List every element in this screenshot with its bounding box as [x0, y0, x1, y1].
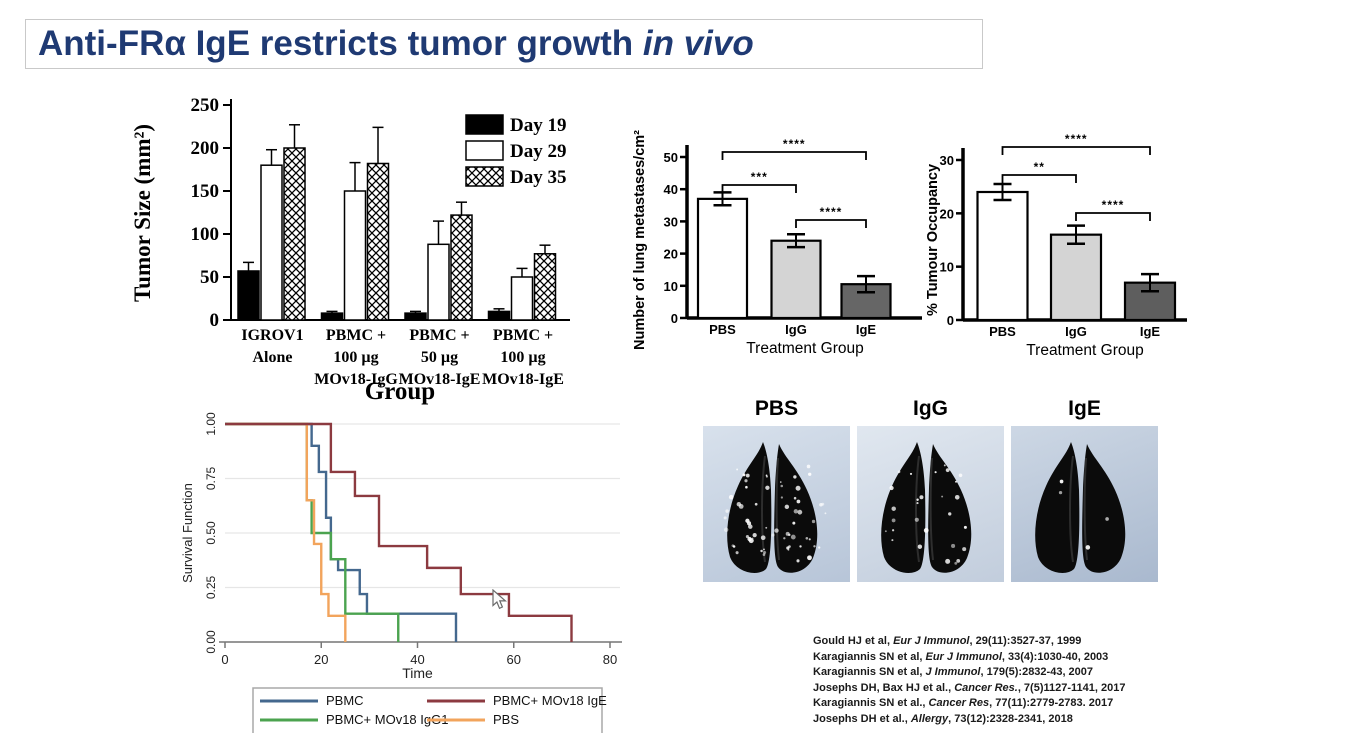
svg-text:****: ****	[1065, 132, 1088, 146]
svg-text:Treatment Group: Treatment Group	[1026, 342, 1143, 359]
svg-text:PBS: PBS	[493, 712, 519, 727]
svg-text:30: 30	[664, 214, 678, 229]
svg-text:50: 50	[200, 267, 219, 288]
svg-text:IGROV1: IGROV1	[241, 327, 303, 344]
svg-text:Tumor Size (mm²): Tumor Size (mm²)	[130, 124, 155, 302]
svg-text:MOv18-IgG: MOv18-IgG	[314, 371, 398, 388]
svg-text:0.75: 0.75	[204, 466, 218, 490]
svg-text:100 µg: 100 µg	[500, 349, 545, 366]
lung-photo-image	[857, 426, 1004, 582]
svg-text:0: 0	[210, 310, 220, 331]
slide-title: Anti-FRα IgE restricts tumor growth in v…	[38, 24, 754, 64]
svg-text:250: 250	[191, 95, 220, 116]
svg-text:IgG: IgG	[1065, 324, 1087, 339]
svg-text:20: 20	[664, 247, 678, 262]
svg-text:150: 150	[191, 181, 220, 202]
svg-text:Treatment Group: Treatment Group	[746, 340, 863, 357]
svg-text:PBMC+ MOv18 IgE: PBMC+ MOv18 IgE	[493, 693, 607, 708]
svg-text:PBS: PBS	[989, 324, 1016, 339]
slide-title-main: Anti-FRα IgE restricts tumor growth	[38, 24, 643, 63]
svg-text:MOv18-IgE: MOv18-IgE	[399, 371, 481, 388]
lung-photo-image	[703, 426, 850, 582]
svg-text:0.00: 0.00	[204, 630, 218, 654]
svg-text:10: 10	[664, 279, 678, 294]
lung-photo-pbs: PBS	[703, 397, 850, 582]
svg-text:Alone: Alone	[253, 349, 293, 366]
svg-text:60: 60	[507, 652, 521, 667]
svg-text:PBMC +: PBMC +	[326, 327, 386, 344]
svg-text:IgE: IgE	[856, 322, 877, 337]
svg-text:IgG: IgG	[785, 322, 807, 337]
lung-photo-image	[1011, 426, 1158, 582]
svg-text:0: 0	[947, 313, 954, 328]
svg-text:PBS: PBS	[709, 322, 736, 337]
svg-text:40: 40	[410, 652, 424, 667]
svg-text:40: 40	[664, 182, 678, 197]
svg-text:50: 50	[664, 150, 678, 165]
svg-text:Survival Function: Survival Function	[180, 483, 195, 583]
svg-text:IgE: IgE	[1140, 324, 1161, 339]
svg-text:Day 19: Day 19	[510, 115, 566, 136]
tumor-size-chart: 0 50 100 150 200 250 Tumor Size (mm²) IGROV1 Alo…	[128, 93, 618, 408]
slide-title-box: Anti-FRα IgE restricts tumor growth in v…	[25, 19, 983, 69]
lung-photos-panel: PBS IgG IgE	[703, 397, 1158, 582]
svg-text:PBMC: PBMC	[326, 693, 364, 708]
references-list: Gould HJ et al, Eur J Immunol, 29(11):35…	[813, 634, 1293, 727]
lung-metastases-chart: 0 10 20 30 40 50 Number of lung metastases/cm²…	[630, 100, 960, 370]
lung-photo-label: IgE	[1068, 397, 1101, 420]
reference-item: Karagiannis SN et al, J Immunol, 179(5):…	[813, 666, 1094, 678]
lung-photo-igg: IgG	[857, 397, 1004, 582]
svg-text:1.00: 1.00	[204, 412, 218, 436]
svg-text:0.50: 0.50	[204, 521, 218, 545]
reference-item: Josephs DH, Bax HJ et al., Cancer Res., …	[813, 681, 1126, 694]
reference-item: Karagiannis SN et al, Eur J Immunol, 33(…	[813, 650, 1109, 663]
svg-text:****: ****	[1102, 198, 1125, 212]
svg-text:10: 10	[940, 260, 954, 275]
svg-text:Group: Group	[365, 378, 435, 405]
survival-chart: 0.00 0.25 0.50 0.75 1.00 0 20 40 60 80 Time Surviva…	[165, 400, 635, 733]
svg-text:****: ****	[783, 137, 806, 151]
svg-text:200: 200	[191, 138, 220, 159]
svg-text:Number of lung metastases/cm²: Number of lung metastases/cm²	[632, 130, 648, 350]
svg-text:80: 80	[603, 652, 617, 667]
reference-item: Josephs DH et al., Allergy, 73(12):2328-…	[813, 712, 1073, 725]
svg-text:20: 20	[940, 206, 954, 221]
tumour-occupancy-chart: 0 10 20 30% Tumour Occupancy PBS IgG IgE **** **…	[925, 100, 1255, 370]
svg-text:Day 29: Day 29	[510, 141, 566, 162]
svg-text:100: 100	[191, 224, 220, 245]
reference-item: Karagiannis SN et al., Cancer Res, 77(11…	[813, 697, 1114, 709]
svg-text:% Tumour Occupancy: % Tumour Occupancy	[925, 164, 941, 316]
svg-text:PBMC +: PBMC +	[493, 327, 553, 344]
lung-photo-label: PBS	[754, 397, 799, 420]
svg-text:50 µg: 50 µg	[421, 349, 458, 366]
lung-photo-label: IgG	[913, 397, 948, 420]
svg-text:PBMC+ MOv18 IgG1: PBMC+ MOv18 IgG1	[326, 712, 448, 727]
reference-item: Gould HJ et al, Eur J Immunol, 29(11):35…	[813, 635, 1082, 647]
svg-text:****: ****	[820, 205, 843, 219]
slide-title-italic: in vivo	[642, 24, 754, 63]
svg-text:***: ***	[751, 170, 768, 184]
svg-text:PBMC +: PBMC +	[409, 327, 469, 344]
svg-text:Time: Time	[402, 665, 433, 681]
svg-text:30: 30	[940, 153, 954, 168]
svg-text:0: 0	[671, 311, 678, 326]
svg-text:0: 0	[221, 652, 228, 667]
svg-text:0.25: 0.25	[204, 575, 218, 599]
lung-photo-ige: IgE	[1011, 397, 1158, 582]
svg-text:MOv18-IgE: MOv18-IgE	[482, 371, 564, 388]
svg-text:20: 20	[314, 652, 328, 667]
svg-text:Day 35: Day 35	[510, 167, 566, 188]
svg-text:100 µg: 100 µg	[333, 349, 378, 366]
svg-text:**: **	[1034, 160, 1045, 174]
